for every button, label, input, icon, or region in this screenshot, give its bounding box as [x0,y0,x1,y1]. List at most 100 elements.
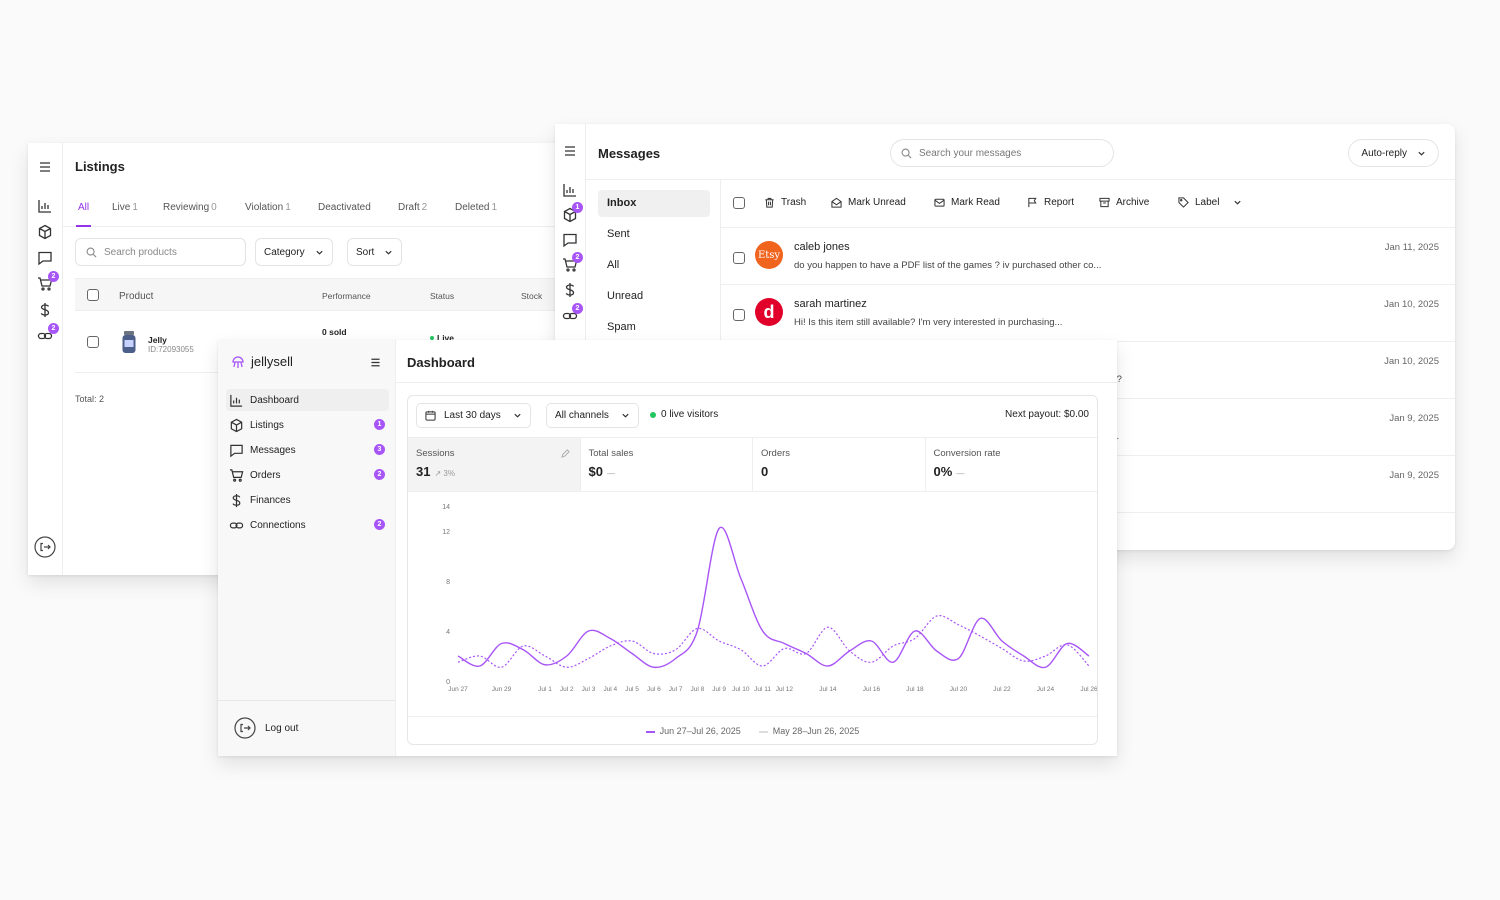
menu-icon[interactable] [369,356,382,369]
tab-deleted[interactable]: Deleted 1 [455,202,498,213]
current-period-line [457,526,1090,669]
performance-value: 0 sold [322,327,347,337]
menu-icon[interactable] [37,159,53,175]
metrics-row: Sessions 31 ↗ 3% Total sales $0— Orders 0… [408,437,1097,492]
metric-total-sales[interactable]: Total sales $0— [581,438,753,491]
y-tick-label: 12 [442,529,450,536]
column-performance: Performance [322,291,371,301]
metric-conversion-rate[interactable]: Conversion rate 0% — [933,448,1001,479]
y-tick-label: 8 [446,579,450,586]
message-date: Jan 10, 2025 [1384,299,1439,310]
tab-reviewing[interactable]: Reviewing 0 [163,202,217,213]
chevron-down-icon [513,411,522,420]
dollar-icon[interactable] [37,302,53,318]
label-button[interactable]: Label [1178,197,1242,208]
x-tick-label: Jul 7 [669,686,683,693]
sidebar-item-listings[interactable]: Listings 1 [226,414,389,436]
column-stock: Stock [521,291,543,301]
message-icon[interactable] [562,232,578,248]
sidebar-item-messages[interactable]: Messages 3 [226,439,389,461]
trash-button[interactable]: Trash [764,197,806,208]
box-icon[interactable] [37,224,53,240]
list-item[interactable]: d sarah martinez Hi! Is this item still … [721,285,1455,342]
envelope-open-icon [831,197,842,208]
tab-draft[interactable]: Draft 2 [398,202,428,213]
dollar-icon[interactable] [562,282,578,298]
folder-sent[interactable]: Sent [607,228,630,240]
logout-button[interactable]: Log out [234,717,298,739]
search-icon [86,247,97,258]
tab-all[interactable]: All [75,202,92,227]
folder-spam[interactable]: Spam [607,321,636,333]
archive-button[interactable]: Archive [1099,197,1149,208]
search-products-input[interactable]: Search products [75,238,246,266]
select-all-checkbox[interactable] [733,197,745,209]
x-tick-label: Jul 20 [950,686,968,693]
x-tick-label: Jul 26 [1080,686,1097,693]
x-tick-label: Jul 14 [819,686,837,693]
auto-reply-button[interactable]: Auto-reply [1348,139,1439,167]
sidebar-item-orders[interactable]: Orders 2 [226,464,389,486]
list-item[interactable]: Etsy caleb jones do you happen to have a… [721,228,1455,285]
menu-icon[interactable] [562,143,578,159]
sidebar-item-finances[interactable]: Finances [226,489,389,511]
listings-tabs: All Live 1 Reviewing 0 Violation 1 Deactiva… [63,191,558,227]
folder-unread[interactable]: Unread [607,290,644,302]
sidebar-item-connections[interactable]: Connections 2 [226,514,389,536]
category-dropdown[interactable]: Category [255,238,333,266]
chevron-down-icon [621,411,630,420]
message-icon[interactable] [37,250,53,266]
date-range-dropdown[interactable]: Last 30 days [416,403,531,428]
total-count: Total: 2 [75,394,105,404]
search-icon [901,148,912,159]
bar-chart-icon[interactable] [37,198,53,214]
channels-dropdown[interactable]: All channels [546,403,639,428]
sidebar-item-dashboard[interactable]: Dashboard [226,389,389,411]
folder-inbox[interactable]: Inbox [598,190,710,217]
sender-name: sarah martinez [794,298,867,310]
x-tick-label: Jul 6 [647,686,661,693]
x-tick-label: Jul 8 [690,686,704,693]
message-snippet: do you happen to have a PDF list of the … [794,260,1102,271]
row-checkbox[interactable] [87,336,99,348]
tab-live[interactable]: Live 1 [112,202,138,213]
chart-legend: Jun 27–Jul 26, 2025 May 28–Jun 26, 2025 [408,716,1097,745]
metric-orders[interactable]: Orders 0 [753,438,926,491]
tab-deactivated[interactable]: Deactivated [318,202,371,213]
product-id: ID:72093055 [148,345,194,354]
pencil-icon[interactable] [560,449,570,458]
metric-sessions[interactable]: Sessions 31 ↗ 3% [408,438,581,491]
connections-badge: 2 [48,323,59,334]
y-tick-label: 4 [446,629,450,636]
y-tick-label: 14 [442,504,450,511]
message-date: Jan 9, 2025 [1389,470,1439,481]
report-button[interactable]: Report [1027,197,1074,208]
message-checkbox[interactable] [733,252,745,264]
avatar: Etsy [755,241,783,269]
orders-badge: 2 [572,252,583,263]
message-checkbox[interactable] [733,309,745,321]
x-tick-label: Jun 27 [448,686,468,693]
page-title: Dashboard [407,355,475,370]
mark-read-button[interactable]: Mark Read [934,197,1000,208]
mark-unread-button[interactable]: Mark Unread [831,197,906,208]
message-snippet: Hi! Is this item still available? I'm ve… [794,317,1063,328]
legend-current: Jun 27–Jul 26, 2025 [645,726,741,736]
select-all-checkbox[interactable] [87,289,99,301]
tab-violation[interactable]: Violation 1 [245,202,291,213]
column-status: Status [430,291,455,301]
folder-all[interactable]: All [607,259,620,271]
bar-chart-icon[interactable] [562,182,578,198]
products-table-header: Product Performance Status Stock [75,278,558,311]
link-icon[interactable] [562,308,578,324]
x-tick-label: Jul 1 [538,686,552,693]
x-tick-label: Jul 24 [1037,686,1055,693]
sidebar: jellysell Dashboard Listings 1 Messages … [218,340,396,756]
messages-badge: 3 [374,444,385,455]
avatar: d [755,298,783,326]
search-messages-input[interactable]: Search your messages [890,139,1114,167]
link-icon[interactable] [37,328,53,344]
sort-dropdown[interactable]: Sort [347,238,403,266]
logout-icon[interactable] [34,536,56,558]
previous-period-line [457,614,1090,668]
